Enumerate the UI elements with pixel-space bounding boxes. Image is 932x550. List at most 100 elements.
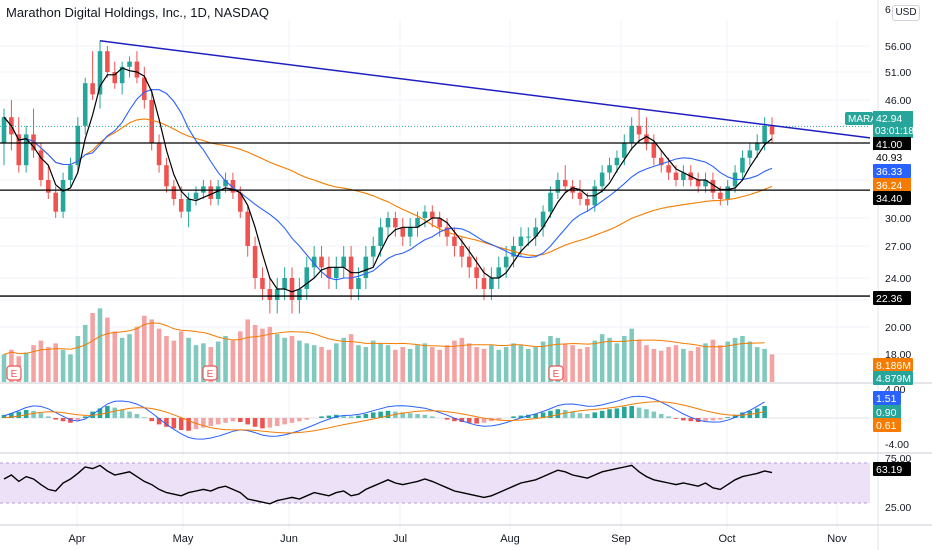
candle-body xyxy=(127,61,132,67)
ma-mid-badge: 36.33 xyxy=(873,164,911,178)
macd-histogram-bar xyxy=(274,418,280,426)
macd-histogram-bar xyxy=(540,412,546,418)
macd-histogram-bar xyxy=(142,417,147,418)
macd-hist-badge: 1.51 xyxy=(873,391,901,405)
bar-countdown: 03:01:18 xyxy=(875,126,914,137)
candle xyxy=(334,256,339,289)
rsi-badge-bg xyxy=(873,462,911,476)
earnings-marker-box xyxy=(548,365,564,381)
candle xyxy=(629,117,634,151)
macd-histogram-bar xyxy=(703,418,708,422)
candle xyxy=(142,66,147,109)
candle xyxy=(282,267,287,300)
candle-body xyxy=(289,278,295,300)
volume-bar xyxy=(319,347,324,382)
ma-fast-badge: 40.93 xyxy=(873,150,911,164)
volume-bar xyxy=(178,331,184,382)
candle xyxy=(156,134,162,173)
macd-histogram-bar xyxy=(1,414,7,418)
candle-body xyxy=(267,289,273,300)
macd-histogram-bar xyxy=(112,407,118,418)
candle-body xyxy=(112,72,118,84)
price-tick-label: 27.00 xyxy=(885,241,911,253)
symbol-tag-text: MARA xyxy=(848,114,877,125)
volume-bar xyxy=(171,340,177,382)
candle-body xyxy=(82,83,88,126)
macd-histogram-bar xyxy=(105,406,110,418)
candle-body xyxy=(585,199,590,206)
symbol-tag: MARA xyxy=(845,112,877,125)
macd-histogram-bar xyxy=(599,410,605,418)
macd-histogram-bar xyxy=(474,418,479,424)
candle xyxy=(740,150,745,180)
macd-histogram-bar xyxy=(718,418,723,420)
candle-body xyxy=(1,117,7,143)
candle xyxy=(171,180,177,206)
descending-trendline xyxy=(99,40,871,139)
macd-histogram-bar xyxy=(666,416,671,418)
candle xyxy=(407,218,413,246)
level-2236-badge-text: 22.36 xyxy=(876,293,902,305)
candle xyxy=(238,186,243,218)
macd-histogram-bar xyxy=(208,418,214,426)
macd-histogram-bar xyxy=(178,418,184,430)
candle-body xyxy=(282,278,287,289)
volume-bar xyxy=(68,354,73,382)
earnings-marker: E xyxy=(202,365,218,381)
candle xyxy=(577,180,583,206)
macd-histogram-bar xyxy=(459,418,465,422)
volume-bar xyxy=(274,334,280,382)
macd-line-badge: 0.90 xyxy=(873,405,901,419)
volume-bar xyxy=(769,354,775,382)
earnings-marker-box xyxy=(6,365,22,381)
level-2236-badge: 22.36 xyxy=(873,291,911,305)
volume-bar xyxy=(636,339,642,382)
macd-histogram-bar xyxy=(622,406,627,418)
macd-histogram-bar xyxy=(444,418,450,420)
volume-bar xyxy=(430,347,435,382)
volume-bar xyxy=(762,348,767,382)
candle-body xyxy=(53,192,58,212)
volume-bar xyxy=(562,343,568,382)
macd-histogram-bar xyxy=(570,411,575,418)
volume-bar xyxy=(119,337,125,382)
volume-bar xyxy=(681,348,686,382)
macd-histogram-bar xyxy=(356,415,361,418)
volume-bar xyxy=(142,315,147,382)
volume-ma-line xyxy=(3,322,765,355)
ma-fast-line xyxy=(3,67,773,293)
candle xyxy=(46,165,51,199)
macd-histogram-bar xyxy=(481,418,487,423)
macd-histogram-bar xyxy=(9,413,14,418)
candle xyxy=(134,51,140,84)
candle-body xyxy=(555,180,561,193)
candle xyxy=(747,143,753,166)
volume-bar xyxy=(503,347,509,382)
ma-slow-badge-bg xyxy=(873,178,911,192)
ma-mid-line xyxy=(3,89,773,281)
candle-body xyxy=(149,100,154,143)
candle-body xyxy=(164,165,169,187)
ma-fast-badge-text: 40.93 xyxy=(876,152,902,164)
macd-histogram-bar xyxy=(511,416,516,418)
candle xyxy=(496,256,502,289)
volume-bar xyxy=(238,331,243,382)
volume-bar xyxy=(400,347,406,382)
volume-bar xyxy=(164,336,169,382)
volume-bar xyxy=(695,347,701,382)
rsi-badge-text: 63.19 xyxy=(876,464,902,476)
rsi-tick-bottom: 25.00 xyxy=(885,502,911,514)
macd-histogram-bar xyxy=(341,415,346,418)
signal-line-badge-bg xyxy=(873,418,901,432)
price-tick-label: 20.00 xyxy=(885,322,911,334)
currency-selector[interactable]: USD xyxy=(892,5,920,21)
time-axis-label: May xyxy=(173,533,194,545)
macd-histogram-bar xyxy=(282,418,287,425)
candle xyxy=(38,143,44,187)
volume-bar xyxy=(644,345,649,382)
candle-body xyxy=(260,278,265,289)
macd-histogram-bar xyxy=(518,415,524,418)
macd-histogram-bar xyxy=(577,413,583,418)
volume-bar xyxy=(570,345,575,382)
